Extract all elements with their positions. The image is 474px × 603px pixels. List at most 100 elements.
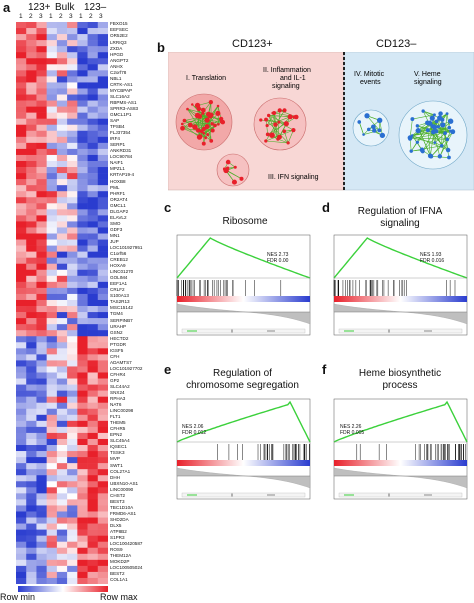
heatmap-cell <box>16 390 27 397</box>
heatmap-cell <box>77 475 88 482</box>
heatmap-cell <box>56 40 68 47</box>
heatmap-cell <box>77 34 88 41</box>
network-node <box>425 128 430 133</box>
heatmap-cell <box>67 148 78 156</box>
heatmap-cell <box>36 396 47 404</box>
heatmap-cell <box>46 396 58 404</box>
heatmap-cell <box>16 46 27 53</box>
heatmap-cell <box>26 58 37 65</box>
network-node <box>445 147 451 153</box>
heatmap-cell <box>97 40 108 47</box>
heatmap-cell <box>16 76 27 83</box>
heatmap-cell <box>56 154 68 162</box>
heatmap-cell <box>26 463 37 470</box>
heatmap-cell <box>36 46 47 53</box>
heatmap-cell <box>26 209 37 216</box>
network-node <box>201 126 206 131</box>
heatmap-cell <box>26 227 37 234</box>
network-node <box>447 155 451 160</box>
heatmap-cell <box>97 499 108 506</box>
heatmap-cell <box>46 275 58 283</box>
heatmap-cell <box>16 173 27 180</box>
network-node <box>437 154 443 159</box>
heatmap-cell <box>46 281 58 289</box>
heatmap-cell <box>16 263 27 271</box>
network-node <box>264 139 268 143</box>
network-diagram <box>168 52 474 191</box>
heatmap-cell <box>36 384 47 391</box>
network-node <box>447 118 454 124</box>
heatmap-cell <box>36 541 47 549</box>
heatmap-cell <box>16 142 27 150</box>
heatmap-cell <box>56 360 68 367</box>
gene-label: COL27A1 <box>110 468 131 474</box>
network-node <box>364 113 370 119</box>
heatmap-cell <box>67 58 78 65</box>
network-node <box>210 122 214 126</box>
network-node <box>266 113 271 118</box>
heatmap-cell <box>67 281 78 289</box>
heatmap-cell <box>36 293 47 301</box>
heatmap-cell <box>97 354 108 361</box>
heatmap-cell <box>97 94 108 101</box>
heatmap-cell <box>56 336 68 343</box>
network-node <box>437 115 443 121</box>
enrichment-score-line <box>176 237 311 279</box>
heatmap-cell <box>36 499 47 506</box>
network-node <box>277 134 282 140</box>
network-node <box>220 119 226 125</box>
heatmap-cell <box>56 384 68 391</box>
heatmap-cell <box>87 420 99 428</box>
heatmap-cell <box>87 541 99 549</box>
heatmap-cell <box>46 438 58 446</box>
heatmap-cell <box>16 130 27 138</box>
network-node <box>225 159 231 165</box>
gene-label: KRTAP19-4 <box>110 172 135 178</box>
heatmap-cell <box>97 306 108 313</box>
heatmap-cell <box>87 136 99 144</box>
heatmap-cell <box>77 173 88 180</box>
heatmap-cell <box>67 523 78 530</box>
heatmap-cell <box>16 100 27 107</box>
gsea-plot-d <box>333 234 468 336</box>
heatmap-cell <box>16 64 27 71</box>
gene-label: LINC00298 <box>110 408 134 414</box>
heatmap-cell <box>56 438 68 446</box>
heatmap-cell <box>77 517 88 524</box>
heatmap-cell <box>26 197 37 204</box>
heatmap-cell <box>87 324 99 331</box>
heatmap-cell <box>87 360 99 367</box>
heatmap-cell <box>46 130 58 138</box>
heatmap-cell <box>26 396 37 404</box>
heatmap-cell <box>16 245 27 252</box>
heatmap-cell <box>26 360 37 367</box>
heatmap-cell <box>26 312 37 319</box>
heatmap-cell <box>77 148 88 156</box>
heatmap-cell <box>36 414 47 422</box>
heatmap-cell <box>36 487 47 494</box>
heatmap-cell <box>36 408 47 416</box>
replicate-label: 1 <box>79 13 83 20</box>
network-node <box>429 115 435 121</box>
heatmap-cell <box>16 547 27 555</box>
heatmap-cell <box>46 191 58 198</box>
heatmap-cell <box>77 46 88 53</box>
heatmap-cell <box>97 342 108 349</box>
heatmap-cell <box>87 390 99 397</box>
gene-label: TAS2R13 <box>110 299 130 305</box>
network-node <box>357 120 362 124</box>
heatmap-cell <box>77 124 88 132</box>
heatmap-cell <box>77 287 88 295</box>
heatmap-cell <box>46 517 58 524</box>
heatmap-cell <box>87 547 99 555</box>
heatmap-cell <box>46 179 58 186</box>
heatmap-cell <box>87 239 99 246</box>
heatmap-cell <box>16 414 27 422</box>
replicate-label: 3 <box>39 13 43 20</box>
heatmap-cell <box>56 571 68 579</box>
heatmap-cell <box>87 577 99 584</box>
network-node <box>372 128 377 133</box>
gene-label: HOXB8 <box>110 178 126 184</box>
heatmap-cell <box>46 46 58 53</box>
heatmap-cell <box>77 239 88 246</box>
